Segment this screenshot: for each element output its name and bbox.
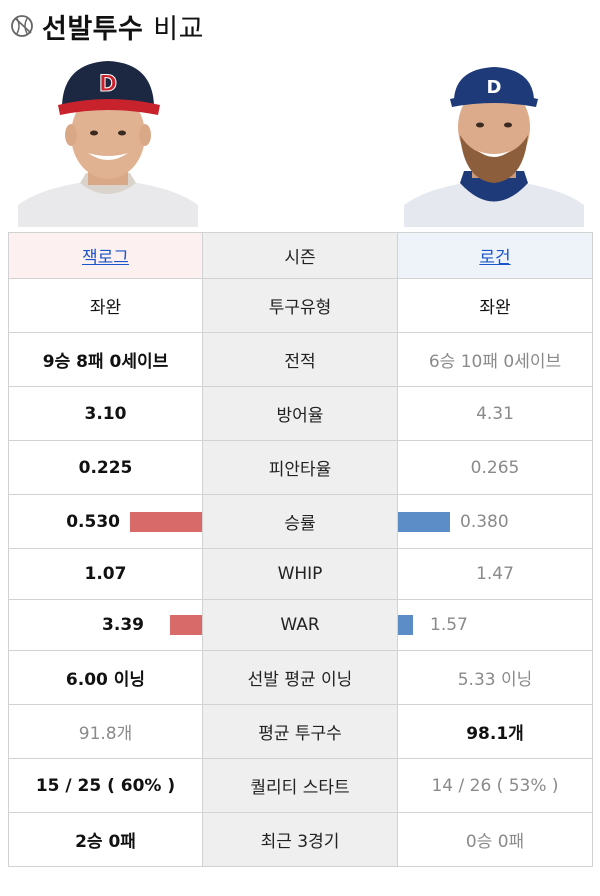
right-value: 0.380 <box>460 511 509 532</box>
right-win-rate-bar <box>398 511 450 532</box>
left-value: 0.530 <box>66 511 120 532</box>
left-value: 좌완 <box>8 278 203 333</box>
right-value: 98.1개 <box>397 704 593 759</box>
season-label: 시즌 <box>202 232 398 279</box>
table-row: 2승 0패 최근 3경기 0승 0패 <box>8 812 593 867</box>
row-label: 투구유형 <box>202 278 398 333</box>
row-label: WHIP <box>202 548 398 600</box>
row-label: 전적 <box>202 332 398 387</box>
row-label: 최근 3경기 <box>202 812 398 867</box>
right-bar-cell: 0.380 <box>397 494 593 549</box>
page-title: 선발투수 비교 <box>42 13 204 45</box>
row-label: 선발 평균 이닝 <box>202 650 398 705</box>
left-player-photo: D <box>18 55 198 227</box>
table-row: 3.39 WAR 1.57 <box>8 599 593 651</box>
baseball-icon <box>11 15 33 37</box>
table-row: 1.07 WHIP 1.47 <box>8 548 593 600</box>
table-row: 0.225 피안타율 0.265 <box>8 440 593 495</box>
left-value: 0.225 <box>8 440 203 495</box>
right-value: 1.47 <box>397 548 593 600</box>
table-row: 0.530 승률 0.380 <box>8 494 593 549</box>
left-value: 2승 0패 <box>8 812 203 867</box>
right-value: 0승 0패 <box>397 812 593 867</box>
row-label: 퀄리티 스타트 <box>202 758 398 813</box>
right-value: 6승 10패 0세이브 <box>397 332 593 387</box>
row-label: 피안타율 <box>202 440 398 495</box>
right-value: 0.265 <box>397 440 593 495</box>
left-player-cell: 잭로그 <box>8 232 203 279</box>
svg-text:D: D <box>487 77 502 98</box>
right-value: 4.31 <box>397 386 593 441</box>
svg-text:D: D <box>99 72 117 97</box>
row-label: WAR <box>202 599 398 651</box>
right-player-link[interactable]: 로건 <box>479 248 511 268</box>
left-value: 3.10 <box>8 386 203 441</box>
left-value: 1.07 <box>8 548 203 600</box>
table-header-row: 잭로그 시즌 로건 <box>8 232 593 279</box>
left-win-rate-bar <box>130 511 202 532</box>
right-player-cell: 로건 <box>397 232 593 279</box>
right-value: 1.57 <box>430 615 468 635</box>
table-row: 3.10 방어율 4.31 <box>8 386 593 441</box>
right-war-bar <box>398 615 413 635</box>
table-row: 좌완 투구유형 좌완 <box>8 278 593 333</box>
left-value: 9승 8패 0세이브 <box>8 332 203 387</box>
row-label: 승률 <box>202 494 398 549</box>
right-bar-cell: 1.57 <box>397 599 593 651</box>
right-value: 좌완 <box>397 278 593 333</box>
left-war-bar <box>170 615 202 635</box>
table-row: 6.00 이닝 선발 평균 이닝 5.33 이닝 <box>8 650 593 705</box>
right-player-photo: D <box>404 55 584 227</box>
row-label: 평균 투구수 <box>202 704 398 759</box>
left-value: 91.8개 <box>8 704 203 759</box>
left-value: 6.00 이닝 <box>8 650 203 705</box>
left-bar-cell: 0.530 <box>8 494 203 549</box>
left-player-link[interactable]: 잭로그 <box>82 248 129 268</box>
table-row: 15 / 25 ( 60% ) 퀄리티 스타트 14 / 26 ( 53% ) <box>8 758 593 813</box>
comparison-table: 잭로그 시즌 로건 좌완 투구유형 좌완 9승 8패 0세이브 전적 6승 10… <box>8 232 593 867</box>
right-value: 5.33 이닝 <box>397 650 593 705</box>
left-value: 15 / 25 ( 60% ) <box>8 758 203 813</box>
left-value: 3.39 <box>102 615 144 635</box>
table-row: 9승 8패 0세이브 전적 6승 10패 0세이브 <box>8 332 593 387</box>
right-value: 14 / 26 ( 53% ) <box>397 758 593 813</box>
page-header: 선발투수 비교 <box>10 6 204 46</box>
row-label: 방어율 <box>202 386 398 441</box>
left-bar-cell: 3.39 <box>8 599 203 651</box>
table-row: 91.8개 평균 투구수 98.1개 <box>8 704 593 759</box>
